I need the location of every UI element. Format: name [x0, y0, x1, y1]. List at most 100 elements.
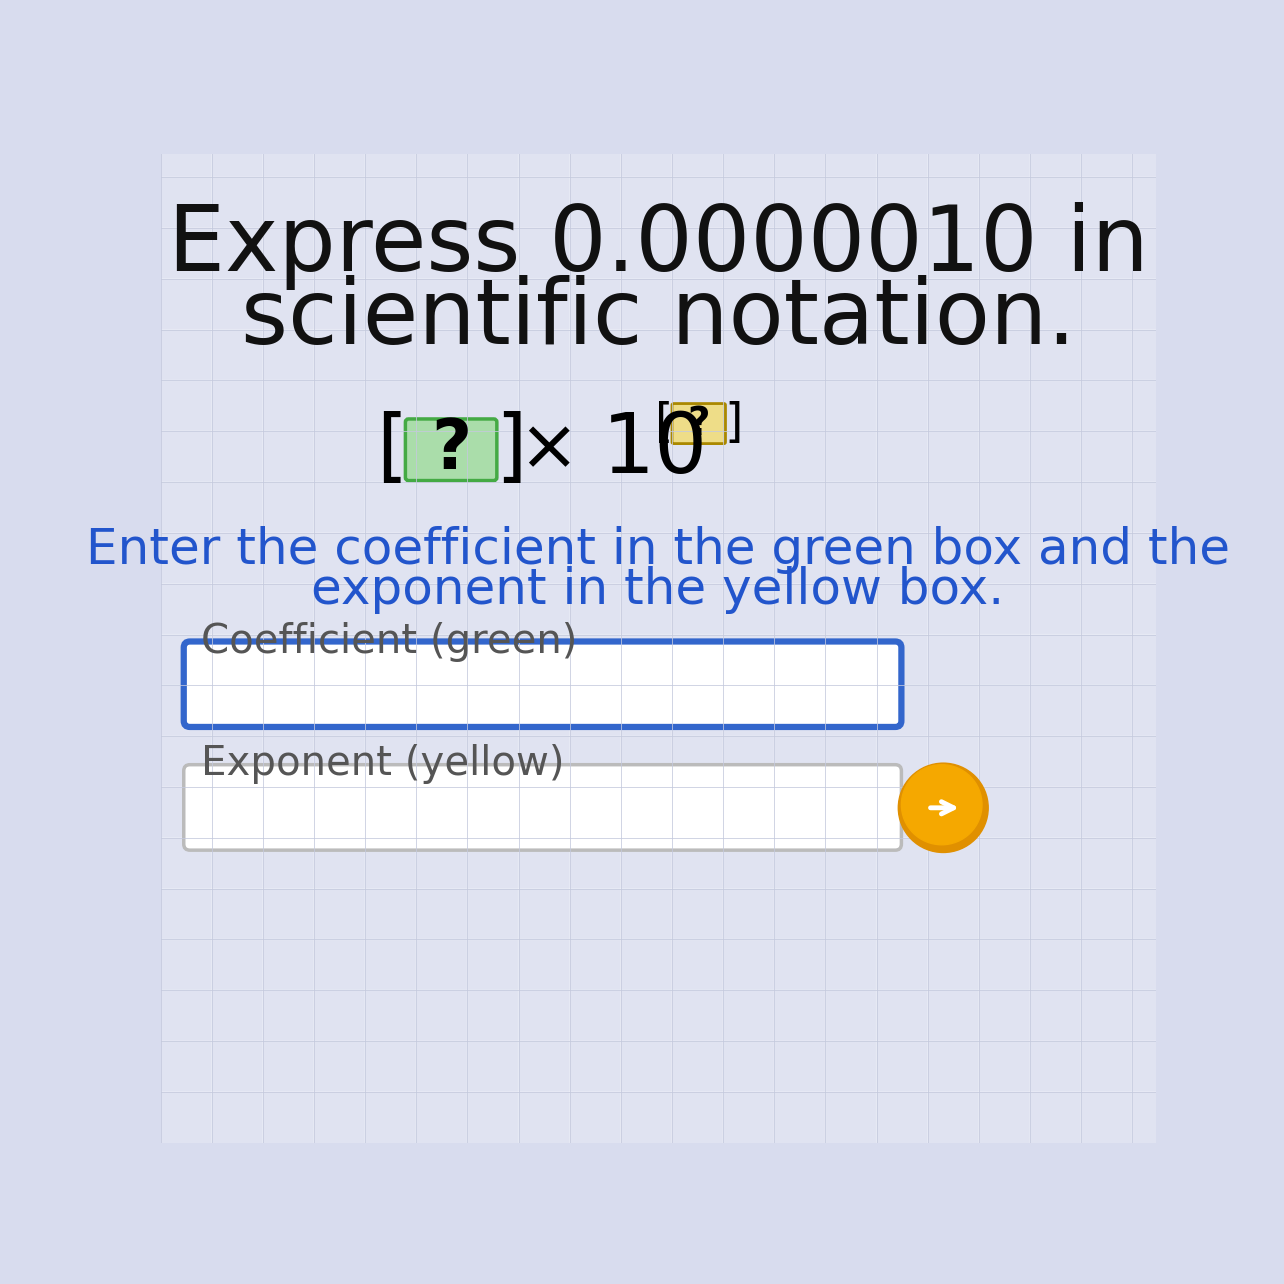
FancyBboxPatch shape	[876, 736, 928, 788]
FancyBboxPatch shape	[672, 532, 724, 584]
FancyBboxPatch shape	[159, 430, 212, 483]
FancyBboxPatch shape	[569, 634, 621, 686]
FancyBboxPatch shape	[876, 482, 928, 534]
FancyBboxPatch shape	[517, 684, 570, 737]
FancyBboxPatch shape	[569, 889, 621, 940]
FancyBboxPatch shape	[313, 837, 366, 890]
FancyBboxPatch shape	[159, 482, 212, 534]
FancyBboxPatch shape	[824, 990, 877, 1041]
FancyBboxPatch shape	[773, 1040, 826, 1093]
FancyBboxPatch shape	[313, 583, 366, 636]
FancyBboxPatch shape	[416, 532, 469, 584]
FancyBboxPatch shape	[824, 482, 877, 534]
FancyBboxPatch shape	[927, 1040, 980, 1093]
FancyBboxPatch shape	[723, 786, 776, 838]
FancyBboxPatch shape	[723, 837, 776, 890]
FancyBboxPatch shape	[466, 482, 519, 534]
FancyBboxPatch shape	[927, 634, 980, 686]
FancyBboxPatch shape	[313, 786, 366, 838]
FancyBboxPatch shape	[517, 634, 570, 686]
FancyBboxPatch shape	[569, 227, 621, 280]
FancyBboxPatch shape	[365, 583, 417, 636]
FancyBboxPatch shape	[824, 329, 877, 381]
FancyBboxPatch shape	[824, 532, 877, 584]
FancyBboxPatch shape	[773, 736, 826, 788]
FancyBboxPatch shape	[211, 583, 263, 636]
FancyBboxPatch shape	[672, 889, 724, 940]
FancyBboxPatch shape	[978, 684, 1031, 737]
FancyBboxPatch shape	[927, 583, 980, 636]
FancyBboxPatch shape	[517, 1091, 570, 1144]
FancyBboxPatch shape	[978, 430, 1031, 483]
FancyBboxPatch shape	[672, 990, 724, 1041]
FancyBboxPatch shape	[365, 380, 417, 431]
FancyBboxPatch shape	[672, 583, 724, 636]
FancyBboxPatch shape	[262, 227, 315, 280]
FancyBboxPatch shape	[416, 939, 469, 991]
FancyBboxPatch shape	[1080, 227, 1132, 280]
FancyBboxPatch shape	[517, 990, 570, 1041]
FancyBboxPatch shape	[876, 889, 928, 940]
FancyBboxPatch shape	[773, 889, 826, 940]
FancyBboxPatch shape	[211, 1040, 263, 1093]
FancyBboxPatch shape	[416, 1040, 469, 1093]
FancyBboxPatch shape	[620, 837, 673, 890]
FancyBboxPatch shape	[406, 419, 497, 480]
FancyBboxPatch shape	[927, 939, 980, 991]
FancyBboxPatch shape	[723, 1040, 776, 1093]
FancyBboxPatch shape	[517, 1040, 570, 1093]
FancyBboxPatch shape	[416, 736, 469, 788]
FancyBboxPatch shape	[978, 1040, 1031, 1093]
FancyBboxPatch shape	[927, 227, 980, 280]
FancyBboxPatch shape	[416, 329, 469, 381]
FancyBboxPatch shape	[569, 1091, 621, 1144]
FancyBboxPatch shape	[313, 889, 366, 940]
FancyBboxPatch shape	[569, 380, 621, 431]
FancyBboxPatch shape	[365, 329, 417, 381]
FancyBboxPatch shape	[927, 430, 980, 483]
FancyBboxPatch shape	[569, 126, 621, 178]
FancyBboxPatch shape	[773, 786, 826, 838]
FancyBboxPatch shape	[1131, 482, 1184, 534]
FancyBboxPatch shape	[1080, 583, 1132, 636]
FancyBboxPatch shape	[313, 380, 366, 431]
FancyBboxPatch shape	[517, 430, 570, 483]
FancyBboxPatch shape	[876, 126, 928, 178]
FancyBboxPatch shape	[466, 684, 519, 737]
FancyBboxPatch shape	[1030, 227, 1082, 280]
FancyBboxPatch shape	[1080, 786, 1132, 838]
FancyBboxPatch shape	[262, 939, 315, 991]
FancyBboxPatch shape	[159, 176, 212, 229]
FancyBboxPatch shape	[723, 126, 776, 178]
FancyBboxPatch shape	[1030, 126, 1082, 178]
FancyBboxPatch shape	[672, 482, 724, 534]
FancyBboxPatch shape	[211, 990, 263, 1041]
FancyBboxPatch shape	[723, 889, 776, 940]
FancyBboxPatch shape	[365, 736, 417, 788]
FancyBboxPatch shape	[723, 736, 776, 788]
FancyBboxPatch shape	[876, 227, 928, 280]
FancyBboxPatch shape	[824, 430, 877, 483]
FancyBboxPatch shape	[365, 889, 417, 940]
FancyBboxPatch shape	[569, 176, 621, 229]
FancyBboxPatch shape	[824, 227, 877, 280]
FancyBboxPatch shape	[211, 889, 263, 940]
FancyBboxPatch shape	[365, 430, 417, 483]
FancyBboxPatch shape	[211, 430, 263, 483]
FancyBboxPatch shape	[824, 889, 877, 940]
FancyBboxPatch shape	[416, 430, 469, 483]
FancyBboxPatch shape	[978, 176, 1031, 229]
FancyBboxPatch shape	[466, 1040, 519, 1093]
FancyBboxPatch shape	[211, 227, 263, 280]
FancyBboxPatch shape	[1131, 227, 1184, 280]
FancyBboxPatch shape	[211, 1091, 263, 1144]
FancyBboxPatch shape	[262, 684, 315, 737]
FancyBboxPatch shape	[672, 1040, 724, 1093]
FancyBboxPatch shape	[517, 126, 570, 178]
FancyBboxPatch shape	[824, 1040, 877, 1093]
FancyBboxPatch shape	[262, 176, 315, 229]
FancyBboxPatch shape	[1131, 889, 1184, 940]
FancyBboxPatch shape	[159, 583, 212, 636]
FancyBboxPatch shape	[416, 990, 469, 1041]
FancyBboxPatch shape	[313, 227, 366, 280]
